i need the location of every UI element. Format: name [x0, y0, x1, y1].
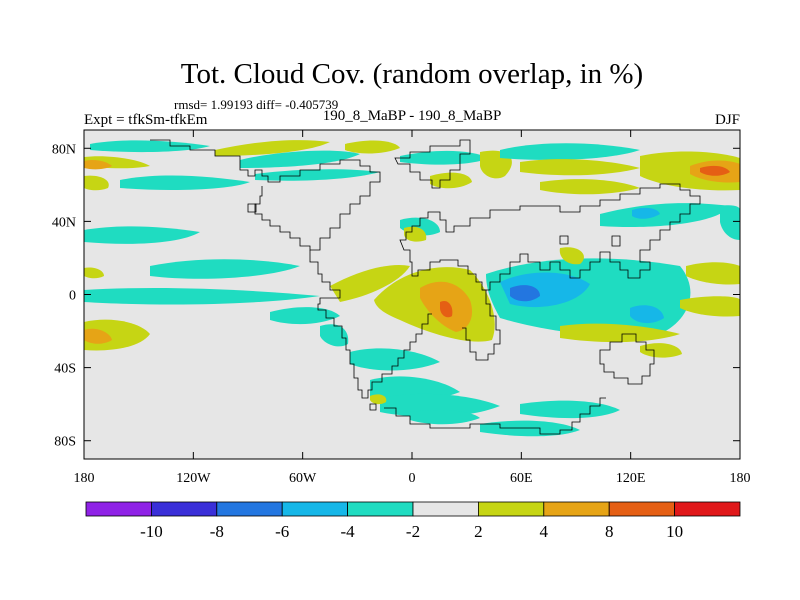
- run-label: 190_8_MaBP - 190_8_MaBP: [323, 108, 502, 124]
- colorbar-swatch: [150, 501, 218, 517]
- anomaly-region: [270, 307, 340, 325]
- coastline-island: [369, 403, 377, 411]
- x-tick-label: 60W: [289, 471, 317, 486]
- anomaly-region: [632, 207, 660, 219]
- stats-line: rmsd= 1.99193 diff= -0.405739: [174, 97, 338, 112]
- anomaly-region: [215, 140, 330, 156]
- colorbar-swatch: [477, 501, 545, 517]
- coastline-eurasia-africa: [399, 183, 701, 291]
- colorbar-label: 2: [474, 522, 483, 541]
- anomaly-region: [600, 203, 730, 228]
- colorbar-swatch: [543, 501, 610, 517]
- anomaly-region: [520, 400, 620, 419]
- anomaly-region: [480, 420, 580, 437]
- colorbar: [85, 501, 741, 517]
- coastline-africa-south: [462, 289, 501, 361]
- anomaly-region: [560, 323, 680, 343]
- anomaly-region: [630, 305, 664, 324]
- anomaly-region: [510, 285, 540, 302]
- x-tick-label: 180: [730, 471, 751, 486]
- anomaly-region: [404, 226, 427, 242]
- anomaly-region: [430, 172, 472, 189]
- x-tick-label: 120E: [616, 471, 646, 486]
- anomaly-region: [410, 410, 480, 425]
- anomaly-region: [686, 262, 740, 285]
- y-tick-label: 40S: [54, 362, 76, 377]
- anomaly-region: [255, 169, 380, 181]
- colorbar-label: -10: [140, 522, 163, 541]
- colorbar-swatch: [85, 501, 152, 517]
- axis-ticks: [83, 130, 741, 459]
- anomaly-region: [720, 205, 740, 240]
- y-tick-label: 80S: [54, 435, 76, 450]
- anomaly-region: [120, 175, 250, 190]
- anomaly-region: [680, 296, 740, 317]
- map-panel: [83, 129, 741, 460]
- colorbar-labels: -10 -8 -6 -4 -2 2 4 8 10: [140, 522, 683, 541]
- anomaly-region: [540, 179, 640, 195]
- colorbar-label: 10: [666, 522, 683, 541]
- anomaly-region: [320, 324, 349, 347]
- anomaly-region: [84, 226, 200, 244]
- colorbar-label: 8: [605, 522, 614, 541]
- y-tick-label: 40N: [52, 215, 76, 230]
- anomaly-region: [559, 247, 584, 265]
- x-tick-label: 120W: [176, 471, 211, 486]
- coastline-north-america: [150, 139, 381, 251]
- coastline-greenland: [394, 139, 471, 189]
- coastline-south-america: [309, 250, 432, 399]
- anomaly-region: [84, 175, 109, 191]
- anomaly-region: [84, 159, 112, 170]
- coastlines: [150, 139, 701, 435]
- colorbar-label: -2: [406, 522, 420, 541]
- colorbar-label: -4: [341, 522, 356, 541]
- anomaly-region: [330, 264, 410, 302]
- anomaly-region: [84, 328, 112, 344]
- coastline-antarctica: [384, 397, 606, 435]
- anomaly-region: [440, 300, 453, 318]
- colorbar-swatch: [674, 501, 741, 517]
- anomaly-region: [84, 288, 320, 305]
- anomaly-region: [640, 343, 682, 358]
- anomaly-region: [700, 165, 730, 176]
- y-axis-labels: 80N 40N 0 40S 80S: [52, 142, 76, 449]
- coastline-island: [611, 235, 621, 247]
- x-tick-label: 0: [409, 471, 416, 486]
- x-axis-labels: 180 120W 60W 0 60E 120E 180: [74, 471, 751, 486]
- anomaly-region: [500, 143, 640, 160]
- coastline-island: [559, 235, 569, 245]
- colorbar-label: 4: [540, 522, 549, 541]
- anomaly-region: [350, 348, 440, 371]
- anomaly-region: [345, 140, 400, 154]
- anomaly-region: [240, 150, 360, 168]
- coastline-australia: [599, 333, 655, 385]
- y-tick-label: 0: [69, 289, 76, 304]
- x-tick-label: 180: [74, 471, 95, 486]
- colorbar-swatch: [347, 501, 414, 517]
- anomaly-region: [380, 393, 500, 417]
- x-tick-label: 60E: [510, 471, 533, 486]
- anomaly-region: [84, 267, 104, 279]
- season-label: DJF: [715, 112, 740, 128]
- colorbar-swatch: [281, 501, 349, 517]
- colorbar-label: -8: [210, 522, 224, 541]
- anomaly-region: [370, 394, 387, 405]
- chart-title: Tot. Cloud Cov. (random overlap, in %): [181, 58, 643, 90]
- anomaly-region: [520, 159, 640, 176]
- experiment-label: Expt = tfkSm-tfkEm: [84, 112, 208, 128]
- anomaly-region: [150, 259, 300, 279]
- coastline-island: [247, 203, 257, 213]
- y-tick-label: 80N: [52, 142, 76, 157]
- colorbar-swatch: [216, 501, 283, 517]
- anomaly-region: [90, 140, 210, 153]
- colorbar-swatch: [608, 501, 676, 517]
- colorbar-swatch: [412, 501, 479, 517]
- colorbar-label: -6: [275, 522, 289, 541]
